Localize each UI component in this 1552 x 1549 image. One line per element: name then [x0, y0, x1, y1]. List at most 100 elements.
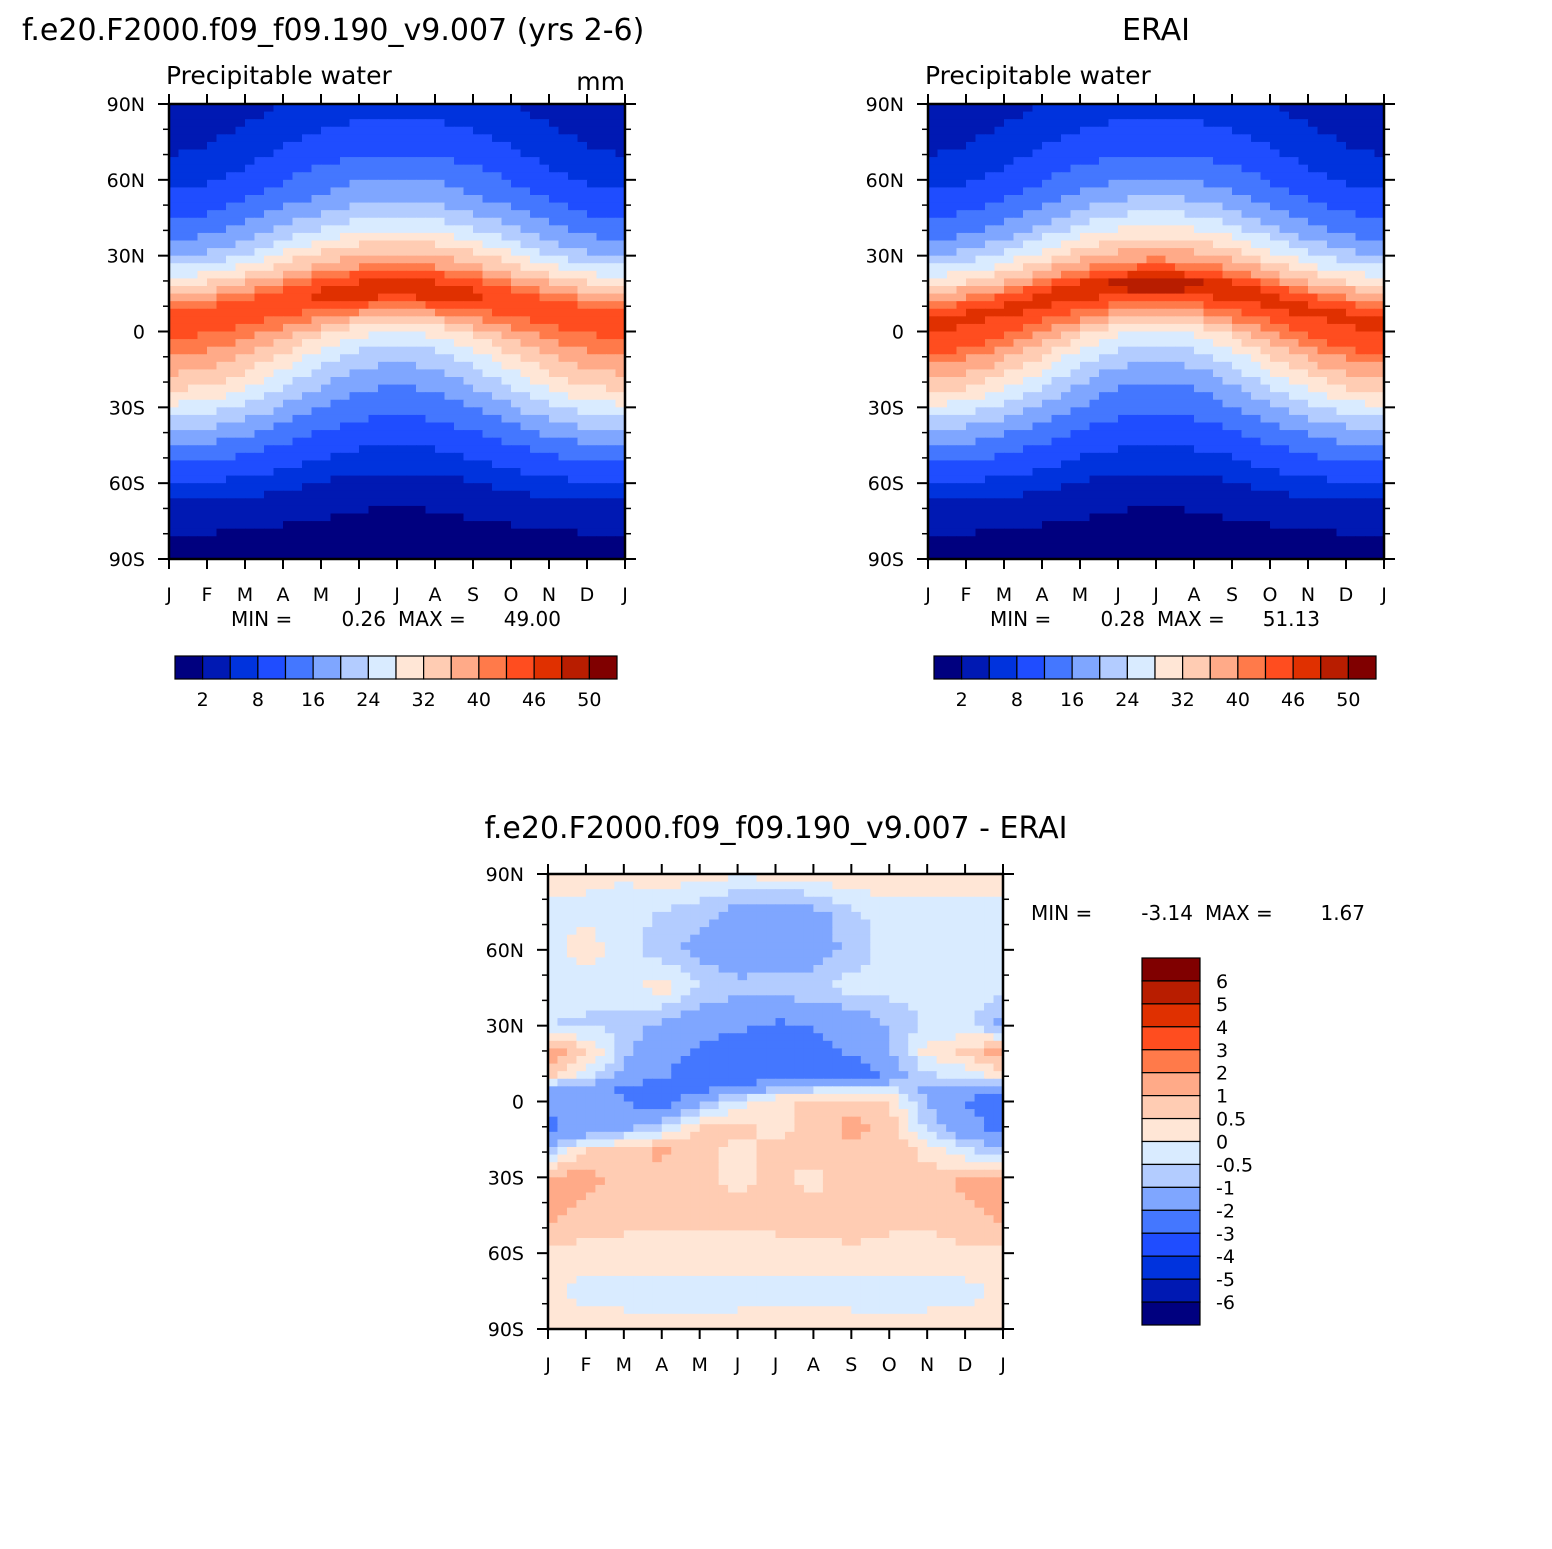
field-cell	[283, 331, 294, 340]
field-cell	[1317, 187, 1328, 196]
field-cell	[254, 111, 265, 120]
field-cell	[302, 278, 313, 287]
field-cell	[1089, 119, 1100, 128]
field-cell	[1051, 240, 1062, 249]
field-cell	[1032, 179, 1043, 189]
field-cell	[321, 437, 332, 446]
field-cell	[387, 377, 398, 386]
field-cell	[928, 263, 939, 272]
field-cell	[330, 331, 341, 340]
field-cell	[1298, 202, 1309, 211]
field-cell	[178, 308, 189, 317]
field-cell	[207, 119, 218, 128]
field-cell	[1279, 316, 1290, 325]
field-cell	[178, 134, 189, 143]
field-cell	[1317, 240, 1328, 249]
field-cell	[378, 505, 389, 515]
field-cell	[425, 521, 436, 530]
field-cell	[188, 301, 199, 310]
field-cell	[587, 141, 598, 151]
field-cell	[292, 225, 303, 234]
field-cell	[1184, 255, 1195, 264]
field-cell	[226, 225, 237, 234]
field-cell	[302, 414, 313, 424]
field-cell	[1146, 384, 1157, 393]
field-cell	[207, 308, 218, 317]
field-cell	[1279, 392, 1290, 401]
field-cell	[406, 331, 417, 340]
field-cell	[1089, 301, 1100, 310]
field-cell	[245, 513, 256, 522]
field-cell	[1270, 301, 1281, 310]
field-cell	[283, 225, 294, 234]
field-cell	[454, 240, 465, 249]
field-cell	[463, 551, 474, 560]
field-cell	[1023, 263, 1034, 272]
field-cell	[1232, 104, 1243, 113]
field-cell	[216, 445, 227, 454]
field-cell	[1289, 316, 1300, 325]
field-cell	[1013, 278, 1024, 287]
field-cell	[606, 293, 617, 302]
field-cell	[302, 141, 313, 151]
field-cell	[1346, 316, 1357, 325]
field-cell	[482, 528, 493, 537]
field-cell	[568, 498, 579, 507]
field-cell	[1156, 346, 1167, 355]
field-cell	[311, 172, 322, 181]
field-cell	[1241, 157, 1252, 166]
field-cell	[558, 134, 569, 143]
field-cell	[1127, 369, 1138, 378]
field-cell	[549, 536, 560, 545]
field-cell	[596, 255, 607, 264]
field-cell	[340, 422, 351, 431]
field-cell	[216, 422, 227, 431]
field-cell	[994, 195, 1005, 204]
field-cell	[1289, 187, 1300, 196]
field-cell	[226, 104, 237, 113]
field-cell	[197, 104, 208, 113]
field-cell	[1032, 263, 1043, 272]
field-cell	[188, 141, 199, 151]
field-cell	[226, 210, 237, 219]
field-cell	[416, 414, 427, 424]
field-cell	[539, 225, 550, 234]
field-cell	[1108, 157, 1119, 166]
field-cell	[1222, 248, 1233, 257]
field-cell	[937, 104, 948, 113]
field-cell	[245, 384, 256, 393]
field-cell	[169, 126, 180, 135]
field-cell	[975, 164, 986, 173]
field-cell	[178, 255, 189, 264]
field-cell	[596, 240, 607, 249]
field-cell	[975, 202, 986, 211]
field-cell	[1336, 164, 1347, 173]
field-cell	[188, 528, 199, 537]
field-cell	[454, 104, 465, 113]
field-cell	[1203, 339, 1214, 348]
field-cell	[1137, 248, 1148, 257]
field-cell	[207, 210, 218, 219]
field-cell	[520, 157, 531, 166]
field-cell	[283, 513, 294, 522]
field-cell	[596, 384, 607, 393]
field-cell	[292, 286, 303, 295]
field-cell	[492, 240, 503, 249]
field-cell	[340, 126, 351, 135]
field-cell	[1355, 104, 1366, 113]
field-cell	[207, 490, 218, 499]
field-cell	[577, 422, 588, 431]
field-cell	[406, 157, 417, 166]
field-cell	[985, 346, 996, 355]
field-cell	[568, 354, 579, 363]
field-cell	[549, 210, 560, 219]
field-cell	[387, 422, 398, 431]
field-cell	[1194, 119, 1205, 128]
field-cell	[577, 179, 588, 189]
field-cell	[577, 513, 588, 522]
field-cell	[463, 157, 474, 166]
field-cell	[273, 490, 284, 499]
colorbar-box	[284, 655, 314, 680]
field-cell	[330, 339, 341, 348]
field-cell	[169, 377, 180, 386]
